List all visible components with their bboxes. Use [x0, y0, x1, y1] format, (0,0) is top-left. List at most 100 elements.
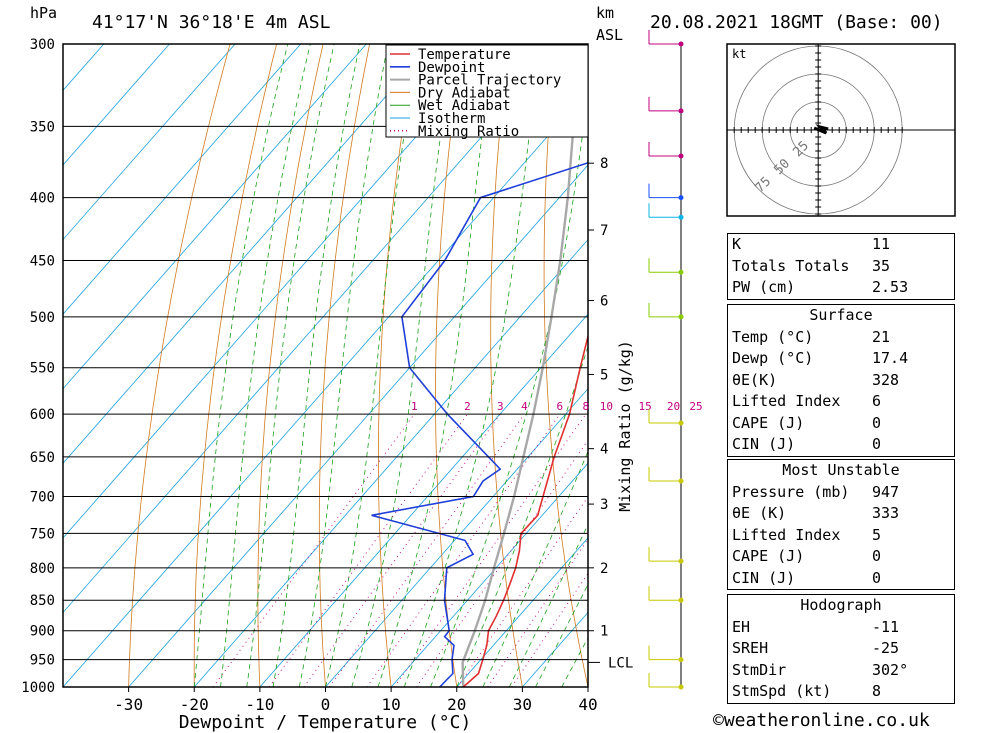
legend-entry: Isotherm: [418, 111, 485, 127]
isotherm-line: [63, 89, 588, 687]
hodo-value: -25: [872, 639, 900, 657]
most-unstable-title: Most Unstable: [782, 461, 900, 479]
location-title: 41°17'N 36°18'E 4m ASL: [92, 12, 331, 33]
temperature-line: [462, 333, 588, 687]
index-row-k: K 11: [728, 234, 954, 256]
hodo-row: StmDir 302°: [728, 660, 954, 682]
pressure-tick-label: 1000: [21, 680, 55, 696]
pressure-tick-label: 900: [30, 624, 55, 640]
surface-label: θE(K): [732, 370, 778, 389]
pressure-tick-label: 350: [30, 119, 55, 135]
isotherm-line: [63, 44, 498, 539]
isotherm-line: [63, 44, 564, 614]
surface-title: Surface: [809, 306, 873, 324]
wet-adiabat-line: [193, 44, 289, 687]
height-tick-label: 3: [600, 497, 608, 513]
wet-adiabat-line: [325, 44, 420, 687]
surface-value: 0: [872, 435, 882, 453]
surface-label: Lifted Index: [732, 392, 841, 410]
index-row-totals: Totals Totals 35: [728, 256, 954, 278]
lcl-label: LCL: [608, 655, 633, 671]
mixing-ratio-line: [268, 413, 468, 687]
mu-label: Lifted Index: [732, 525, 841, 544]
hodo-label: StmSpd (kt): [732, 682, 832, 700]
pressure-tick-label: 300: [30, 37, 55, 53]
mixing-ratio-line: [303, 413, 501, 687]
mu-row: θE (K) 333: [728, 503, 954, 525]
hodo-row: StmSpd (kt) 8: [728, 681, 954, 703]
pressure-tick-label: 600: [30, 407, 55, 423]
isotherm-line: [128, 164, 588, 687]
wet-adiabat-line: [272, 44, 361, 687]
mixing-ratio-label: 3: [497, 400, 504, 413]
height-tick-label: 5: [600, 367, 608, 383]
dry-adiabat-line: [646, 44, 719, 687]
wet-adiabat-line: [508, 523, 588, 687]
pressure-tick-label: 950: [30, 653, 55, 669]
legend-entry: Parcel Trajectory: [418, 73, 561, 89]
hodo-value: 8: [872, 682, 882, 700]
surface-value: 6: [872, 392, 882, 410]
mixing-ratio-line: [212, 413, 415, 687]
temperature-tick-label: 0: [321, 695, 331, 714]
mu-label: Pressure (mb): [732, 482, 850, 501]
hodo-value: 302°: [872, 660, 909, 679]
pressure-tick-label: 850: [30, 593, 55, 609]
hodo-row: SREH -25: [728, 638, 954, 660]
temperature-tick-label: 40: [578, 695, 597, 714]
dry-adiabat-line: [257, 44, 324, 687]
mixing-ratio-label: 15: [639, 400, 652, 413]
most-unstable-table: Most Unstable Pressure (mb) 947 θE (K) 333…: [727, 459, 955, 590]
index-label: Totals Totals: [732, 256, 850, 275]
mixing-ratio-line: [329, 413, 525, 687]
height-tick-label: 1: [600, 624, 608, 640]
legend-entry: Dewpoint: [418, 60, 485, 76]
wet-adiabat-line: [298, 44, 389, 687]
copyright-symbol: ©: [713, 710, 724, 731]
surface-label: Temp (°C): [732, 327, 814, 346]
surface-row: CAPE (J) 0: [728, 413, 954, 435]
isotherm-line: [63, 44, 433, 464]
mixing-ratio-label: 10: [600, 400, 613, 413]
mu-row: CAPE (J) 0: [728, 546, 954, 568]
isotherm-line: [193, 238, 588, 687]
datetime-title: 20.08.2021 18GMT (Base: 00): [650, 12, 943, 33]
hodo-value: -11: [872, 617, 900, 636]
legend-entry: Mixing Ratio: [418, 124, 519, 140]
dry-adiabat-line: [435, 44, 464, 687]
surface-label: CAPE (J): [732, 413, 805, 432]
mu-value: 333: [872, 504, 900, 522]
surface-table: Surface Temp (°C) 21 Dewp (°C) 17.4 θE(K) 3…: [727, 304, 955, 457]
temperature-tick-label: 30: [513, 695, 532, 714]
mixing-ratio-label: 1: [411, 400, 418, 413]
height-tick-label: 7: [600, 223, 608, 239]
mu-value: 947: [872, 482, 900, 501]
isotherm-line: [390, 462, 588, 687]
dry-adiabat-line: [193, 44, 277, 687]
height-ref-label: ASL: [596, 26, 624, 44]
mixing-ratio-line: [394, 413, 587, 687]
hodograph-trace: [813, 124, 829, 135]
mu-row: CIN (J) 0: [728, 568, 954, 590]
mixing-ratio-line: [366, 413, 561, 687]
parcel-trajectory-line: [461, 44, 579, 687]
wet-adiabat-line: [403, 44, 541, 687]
legend-box: [385, 44, 589, 138]
pressure-tick-label: 650: [30, 450, 55, 466]
pressure-tick-label: 450: [30, 254, 55, 270]
height-tick-label: 8: [600, 156, 608, 172]
surface-label: CIN (J): [732, 435, 796, 453]
hodograph-title: Hodograph: [800, 596, 882, 614]
pressure-tick-label: 500: [30, 310, 55, 326]
footer-site: weatheronline.co.uk: [723, 710, 930, 731]
mixing-ratio-axis-label: Mixing Ratio (g/kg): [616, 340, 634, 512]
mu-value: 0: [872, 568, 882, 587]
isotherm-line: [63, 44, 170, 166]
temperature-tick-label: -20: [180, 695, 209, 714]
index-row-pw: PW (cm) 2.53: [728, 277, 954, 299]
mixing-ratio-label: 6: [556, 400, 563, 413]
surface-label: Dewp (°C): [732, 349, 814, 367]
height-tick-label: 2: [600, 561, 608, 577]
surface-row: θE(K) 328: [728, 370, 954, 392]
